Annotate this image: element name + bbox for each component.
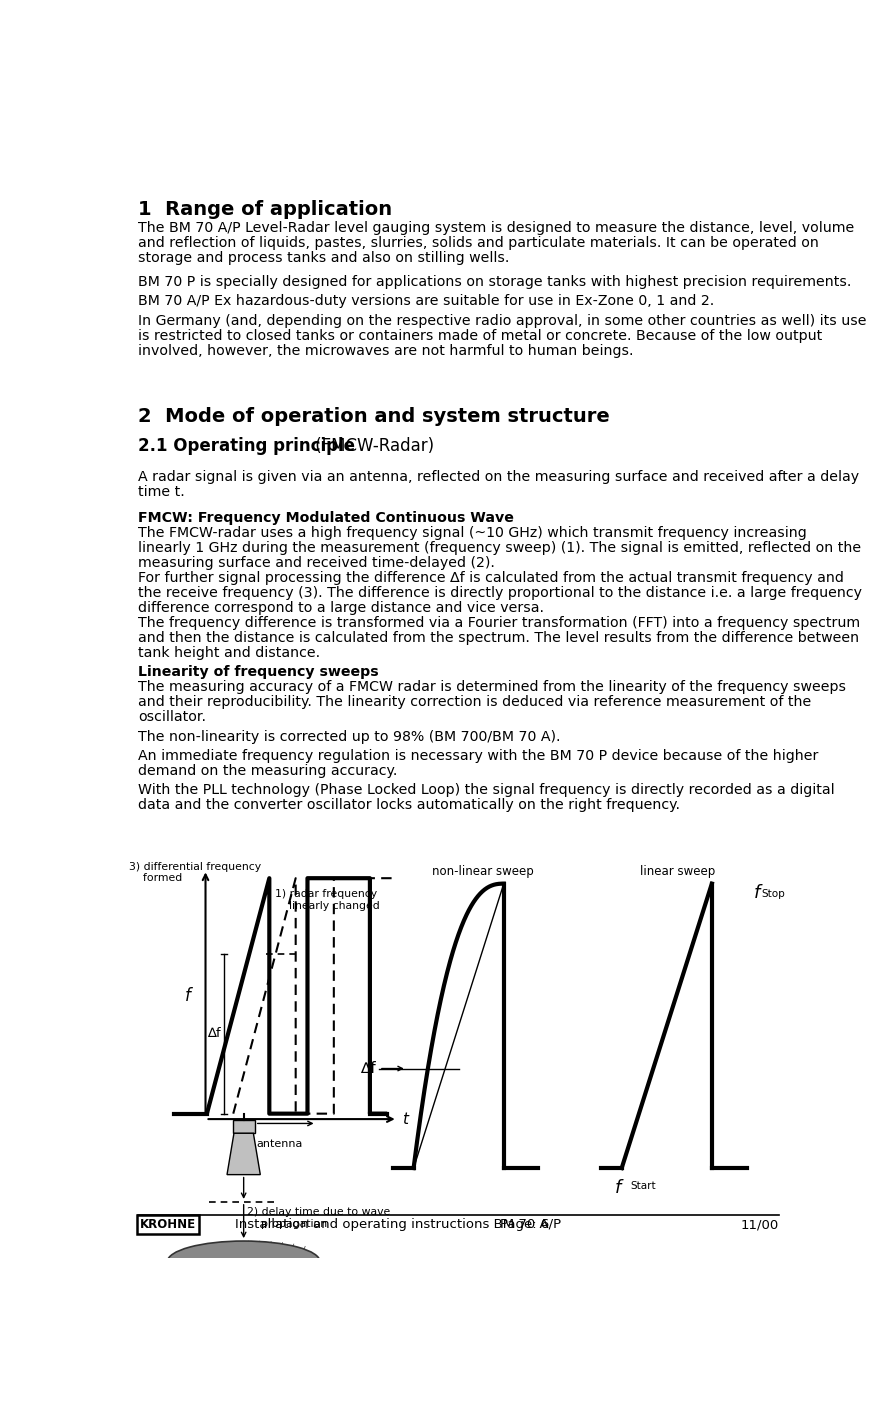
Text: storage and process tanks and also on stilling wells.: storage and process tanks and also on st… — [138, 252, 509, 266]
Text: The measuring accuracy of a FMCW radar is determined from the linearity of the f: The measuring accuracy of a FMCW radar i… — [138, 680, 846, 694]
Text: tank height and distance.: tank height and distance. — [138, 646, 320, 660]
Text: and reflection of liquids, pastes, slurries, solids and particulate materials. I: and reflection of liquids, pastes, slurr… — [138, 236, 818, 250]
Text: The non-linearity is corrected up to 98% (BM 700/BM 70 A).: The non-linearity is corrected up to 98%… — [138, 730, 561, 744]
Text: the receive frequency (3). The difference is directly proportional to the distan: the receive frequency (3). The differenc… — [138, 585, 861, 600]
Text: The BM 70 A/P Level-Radar level gauging system is designed to measure the distan: The BM 70 A/P Level-Radar level gauging … — [138, 221, 854, 235]
Text: is restricted to closed tanks or containers made of metal or concrete. Because o: is restricted to closed tanks or contain… — [138, 329, 822, 342]
Text: The frequency difference is transformed via a Fourier transformation (FFT) into : The frequency difference is transformed … — [138, 615, 859, 629]
Text: The FMCW-radar uses a high frequency signal (~10 GHz) which transmit frequency i: The FMCW-radar uses a high frequency sig… — [138, 526, 806, 540]
Ellipse shape — [167, 1241, 320, 1282]
Text: Linearity of frequency sweeps: Linearity of frequency sweeps — [138, 665, 378, 679]
Text: involved, however, the microwaves are not harmful to human beings.: involved, however, the microwaves are no… — [138, 344, 633, 358]
Text: linearly 1 GHz during the measurement (frequency sweep) (1). The signal is emitt: linearly 1 GHz during the measurement (f… — [138, 540, 860, 554]
Text: In Germany (and, depending on the respective radio approval, in some other count: In Germany (and, depending on the respec… — [138, 314, 865, 328]
Text: antenna: antenna — [256, 1140, 302, 1150]
Text: FMCW: Frequency Modulated Continuous Wave: FMCW: Frequency Modulated Continuous Wav… — [138, 510, 513, 525]
Text: A radar signal is given via an antenna, reflected on the measuring surface and r: A radar signal is given via an antenna, … — [138, 469, 858, 484]
Text: For further signal processing the difference ∆f is calculated from the actual tr: For further signal processing the differ… — [138, 571, 843, 584]
Text: Stop: Stop — [761, 889, 785, 899]
Text: (FMCW-Radar): (FMCW-Radar) — [310, 437, 434, 455]
Text: difference correspond to a large distance and vice versa.: difference correspond to a large distanc… — [138, 601, 544, 615]
Bar — [232, 1120, 255, 1133]
Text: data and the converter oscillator locks automatically on the right frequency.: data and the converter oscillator locks … — [138, 799, 679, 813]
Text: KROHNE: KROHNE — [139, 1219, 196, 1232]
Text: BM 70 P is specially designed for applications on storage tanks with highest pre: BM 70 P is specially designed for applic… — [138, 274, 851, 288]
Text: 1) radar frequency
    linearly changed: 1) radar frequency linearly changed — [274, 889, 379, 911]
Text: 11/00: 11/00 — [740, 1219, 779, 1232]
Text: 2  Mode of operation and system structure: 2 Mode of operation and system structure — [138, 407, 610, 426]
Text: 3) differential frequency
    formed: 3) differential frequency formed — [129, 863, 261, 884]
Text: measuring surface and received time-delayed (2).: measuring surface and received time-dela… — [138, 556, 494, 570]
Text: BM 70 A/P Ex hazardous-duty versions are suitable for use in Ex-Zone 0, 1 and 2.: BM 70 A/P Ex hazardous-duty versions are… — [138, 294, 713, 308]
Text: non-linear sweep: non-linear sweep — [432, 865, 533, 878]
Text: 2) delay time due to wave
    propagation: 2) delay time due to wave propagation — [247, 1208, 390, 1229]
Text: f: f — [185, 987, 191, 1005]
Text: and their reproducibility. The linearity correction is deduced via reference mea: and their reproducibility. The linearity… — [138, 696, 811, 710]
Text: t: t — [401, 1111, 408, 1127]
Text: Installation and operating instructions BM 70 A/P: Installation and operating instructions … — [235, 1219, 561, 1232]
Text: ∆f: ∆f — [359, 1060, 375, 1076]
Text: oscillator.: oscillator. — [138, 710, 206, 724]
Polygon shape — [227, 1133, 260, 1175]
Text: and then the distance is calculated from the spectrum. The level results from th: and then the distance is calculated from… — [138, 631, 858, 645]
Text: f: f — [614, 1179, 620, 1198]
Text: Start: Start — [629, 1181, 655, 1191]
Text: f: f — [753, 884, 759, 902]
Text: time t.: time t. — [138, 485, 185, 499]
Text: 1  Range of application: 1 Range of application — [138, 201, 392, 219]
Text: linear sweep: linear sweep — [639, 865, 714, 878]
Text: ∆f: ∆f — [207, 1027, 221, 1041]
Text: 2.1 Operating principle: 2.1 Operating principle — [138, 437, 355, 455]
Text: demand on the measuring accuracy.: demand on the measuring accuracy. — [138, 764, 397, 778]
Text: Page: 6: Page: 6 — [500, 1219, 549, 1232]
Text: With the PLL technology (Phase Locked Loop) the signal frequency is directly rec: With the PLL technology (Phase Locked Lo… — [138, 783, 834, 797]
Text: An immediate frequency regulation is necessary with the BM 70 P device because o: An immediate frequency regulation is nec… — [138, 749, 818, 764]
